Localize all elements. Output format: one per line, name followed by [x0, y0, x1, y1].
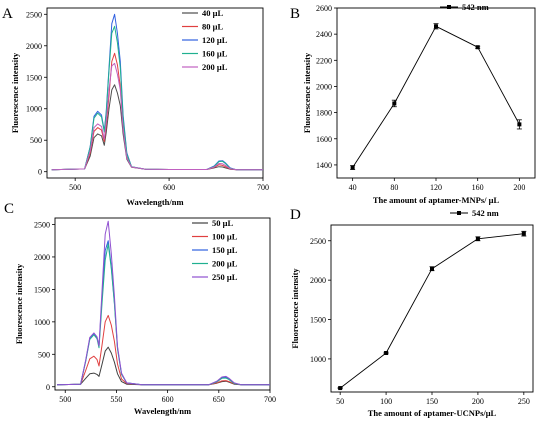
series-line: [56, 240, 270, 386]
legend-entry: 100 μL: [212, 232, 238, 242]
y-tick-label: 500: [30, 136, 42, 145]
legend-entry: 120 μL: [202, 35, 228, 45]
x-tick-label: 50: [336, 397, 344, 406]
panel-c-label: C: [4, 201, 14, 217]
y-tick-label: 2000: [316, 82, 332, 91]
legend-marker: [457, 211, 461, 215]
x-tick-label: 600: [162, 395, 174, 404]
legend-entry: 542 nm: [472, 208, 499, 218]
y-tick-label: 1600: [316, 135, 332, 144]
y-tick-label: 1500: [310, 316, 326, 325]
legend-entry: 80 μL: [202, 22, 223, 32]
x-tick-label: 160: [472, 183, 484, 192]
x-tick-label: 200: [472, 397, 484, 406]
y-tick-label: 2000: [26, 42, 42, 51]
y-axis-label: Fluorescence intensity: [14, 263, 24, 344]
y-tick-label: 500: [38, 350, 50, 359]
x-tick-label: 650: [213, 395, 225, 404]
data-point: [475, 236, 480, 241]
plot-frame: [46, 7, 264, 179]
panel-d-label: D: [290, 207, 301, 223]
x-tick-label: 200: [513, 183, 525, 192]
x-tick-label: 550: [110, 395, 122, 404]
y-tick-label: 2500: [26, 10, 42, 19]
x-tick-label: 40: [349, 183, 357, 192]
y-axis-label: Fluorescence intensity: [10, 52, 20, 133]
panel-b: B 40 80 120 160 200 1400 1600 1800 2000 2200 2400 2…: [290, 2, 536, 205]
x-axis-label: The amount of aptamer-UCNPs/μL: [368, 408, 497, 418]
y-tick-label: 2000: [34, 253, 50, 262]
legend-entry: 40 μL: [202, 8, 223, 18]
data-point: [475, 45, 480, 50]
series-line: [51, 52, 263, 171]
y-tick-label: 2500: [34, 220, 50, 229]
y-tick-label: 1500: [26, 73, 42, 82]
panel-a: A 500 600 700 0 500 1000 1500 2000 2500 Wavelengt…: [2, 6, 269, 207]
x-tick-label: 700: [264, 395, 276, 404]
panel-a-label: A: [2, 6, 13, 22]
data-point: [384, 351, 389, 356]
y-tick-label: 1000: [310, 355, 326, 364]
series-line: [56, 314, 270, 386]
y-tick-label: 2200: [316, 56, 332, 65]
x-axis-label: The amount of aptamer-MNPs/ μL: [373, 195, 500, 205]
x-tick-label: 80: [390, 183, 398, 192]
series-line: [51, 25, 263, 171]
y-tick-label: 1800: [316, 109, 332, 118]
legend-entry: 250 μL: [212, 272, 238, 282]
panel-d: D 50 100 150 200 250 1000 1500 2000 2500 The amou…: [290, 207, 534, 418]
series-line: [51, 13, 263, 171]
x-axis-label: Wavelength/nm: [126, 197, 183, 207]
legend-entry: 200 μL: [212, 259, 238, 269]
y-tick-label: 1500: [34, 285, 50, 294]
x-tick-label: 600: [163, 183, 175, 192]
data-point: [338, 386, 343, 391]
y-tick-label: 1400: [316, 161, 332, 170]
series-line: [339, 233, 524, 389]
plot-frame: [336, 7, 536, 179]
x-tick-label: 100: [380, 397, 392, 406]
plot-frame: [330, 224, 534, 393]
legend-entry: 542 nm: [462, 2, 489, 12]
data-point: [350, 165, 355, 170]
series-line: [56, 243, 270, 386]
x-axis-label: Wavelength/nm: [134, 406, 191, 416]
data-point: [521, 231, 526, 236]
y-tick-label: 2400: [316, 30, 332, 39]
series-line: [56, 346, 270, 386]
y-tick-label: 2000: [310, 276, 326, 285]
y-axis-label: Fluorescence intensity: [302, 52, 312, 133]
legend-entry: 160 μL: [202, 49, 228, 59]
y-axis-label: Fluorescence intensity: [290, 268, 300, 349]
y-tick-label: 0: [38, 168, 42, 177]
y-tick-label: 1000: [34, 318, 50, 327]
y-tick-label: 1000: [26, 105, 42, 114]
x-tick-label: 500: [59, 395, 71, 404]
series-line: [56, 220, 270, 386]
x-tick-label: 120: [430, 183, 442, 192]
panel-b-label: B: [290, 6, 300, 22]
legend-marker: [447, 5, 451, 9]
panel-c: C 500 550 600 650 700 0 500 1000 1500 2000 2500 Wav…: [4, 201, 276, 416]
x-tick-label: 250: [518, 397, 530, 406]
legend-entry: 200 μL: [202, 62, 228, 72]
x-tick-label: 700: [257, 183, 269, 192]
data-point: [517, 122, 522, 127]
data-point: [434, 24, 438, 29]
x-tick-label: 150: [426, 397, 438, 406]
x-tick-label: 500: [69, 183, 81, 192]
series-line: [352, 25, 520, 168]
y-tick-label: 2500: [310, 237, 326, 246]
series-line: [51, 62, 263, 171]
series-line: [51, 84, 263, 171]
legend-entry: 150 μL: [212, 245, 238, 255]
plot-frame: [54, 217, 271, 391]
y-tick-label: 2600: [316, 4, 332, 13]
data-point: [392, 101, 397, 106]
legend-entry: 50 μL: [212, 218, 233, 228]
y-tick-label: 0: [46, 383, 50, 392]
data-point: [430, 266, 434, 271]
